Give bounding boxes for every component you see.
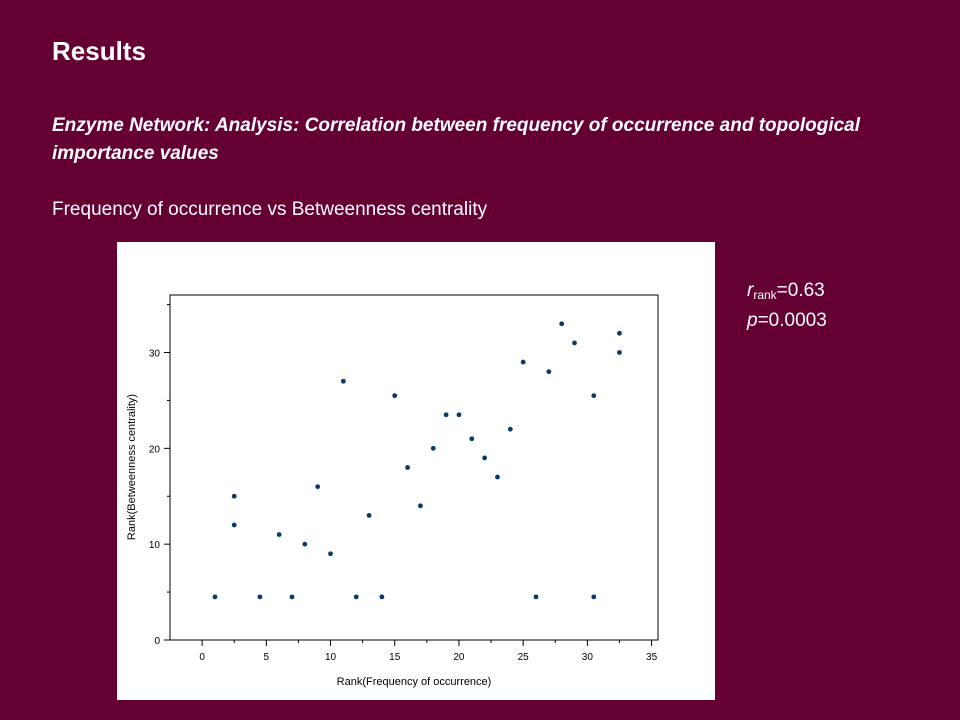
x-tick-label: 30 bbox=[582, 652, 594, 663]
data-point bbox=[418, 503, 423, 509]
data-point bbox=[617, 350, 622, 355]
data-point bbox=[559, 321, 565, 327]
data-point bbox=[495, 474, 500, 480]
data-point bbox=[520, 359, 526, 365]
data-point bbox=[591, 393, 597, 399]
x-tick-label: 5 bbox=[264, 652, 270, 663]
scatter-plot: 0 5 10 15 20 25 30 35 0 10 20 30 Rank(Frequency of… bbox=[126, 294, 659, 688]
x-tick-label: 15 bbox=[389, 652, 401, 663]
x-axis-label: Rank(Frequency of occurrence) bbox=[337, 676, 492, 688]
data-point bbox=[257, 594, 263, 600]
data-point bbox=[617, 330, 622, 336]
data-point bbox=[443, 412, 449, 418]
data-point bbox=[340, 378, 346, 384]
x-tick-label: 10 bbox=[325, 652, 337, 663]
data-point bbox=[366, 513, 372, 518]
data-point bbox=[405, 465, 410, 470]
data-point bbox=[482, 455, 488, 461]
y-tick-label: 30 bbox=[149, 349, 161, 360]
x-tick-label: 25 bbox=[518, 652, 530, 663]
r-value: =0.63 bbox=[776, 280, 825, 301]
data-points bbox=[212, 321, 622, 600]
p-value-line: p=0.0003 bbox=[747, 308, 827, 334]
slide-title: Results bbox=[52, 36, 146, 66]
r-symbol: r bbox=[747, 280, 754, 301]
y-tick-label: 10 bbox=[149, 540, 161, 551]
x-axis: 0 5 10 15 20 25 30 35 bbox=[199, 640, 658, 663]
data-point bbox=[302, 541, 308, 547]
data-point bbox=[289, 594, 295, 600]
x-tick-label: 35 bbox=[646, 652, 658, 663]
data-point bbox=[353, 594, 359, 600]
data-point bbox=[469, 436, 475, 442]
data-point bbox=[276, 532, 282, 537]
data-point bbox=[392, 393, 398, 399]
data-point bbox=[546, 369, 552, 375]
data-point bbox=[430, 445, 436, 451]
data-point bbox=[231, 493, 237, 499]
data-point bbox=[456, 412, 462, 418]
y-axis: 0 10 20 30 bbox=[149, 304, 170, 647]
p-symbol: p bbox=[747, 310, 758, 331]
x-tick-label: 0 bbox=[199, 652, 205, 663]
data-point bbox=[328, 551, 333, 557]
slide-subtitle: Enzyme Network: Analysis: Correlation be… bbox=[52, 115, 861, 164]
chart-panel: 0 5 10 15 20 25 30 35 0 10 20 30 Rank(Frequency of… bbox=[117, 242, 715, 700]
data-point bbox=[533, 594, 539, 600]
r-rank-line: rrank=0.63 bbox=[747, 278, 827, 308]
x-tick-label: 20 bbox=[453, 652, 465, 663]
chart-caption: Frequency of occurrence vs Betweenness c… bbox=[52, 199, 488, 220]
data-point bbox=[212, 594, 218, 600]
r-subscript: rank bbox=[753, 288, 777, 302]
data-point bbox=[507, 426, 513, 432]
data-point bbox=[572, 340, 577, 346]
y-tick-label: 0 bbox=[154, 636, 160, 647]
data-point bbox=[231, 522, 237, 528]
data-point bbox=[379, 594, 385, 600]
plot-frame bbox=[169, 294, 659, 641]
correlation-stats: rrank=0.63 p=0.0003 bbox=[747, 278, 827, 334]
y-axis-label: Rank(Betweenness centrality) bbox=[126, 394, 138, 540]
data-point bbox=[591, 594, 597, 600]
y-tick-label: 20 bbox=[149, 444, 161, 455]
data-point bbox=[315, 484, 321, 490]
p-value: =0.0003 bbox=[757, 310, 827, 331]
